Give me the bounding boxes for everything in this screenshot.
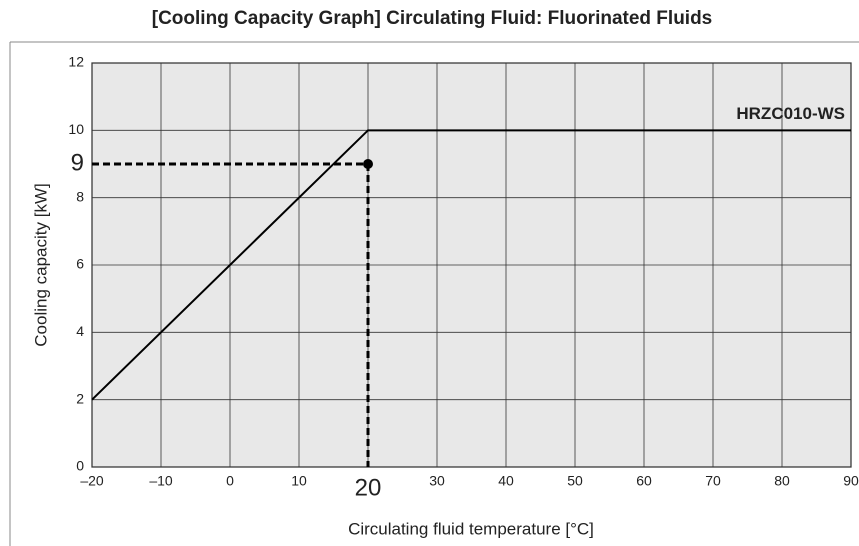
y-tick-label: 10 bbox=[68, 121, 84, 137]
y-tick-label: 8 bbox=[76, 188, 84, 204]
x-tick-label: 60 bbox=[636, 473, 652, 489]
x-tick-label: 50 bbox=[567, 473, 583, 489]
x-tick-label: 0 bbox=[226, 473, 234, 489]
x-axis-label: Circulating fluid temperature [°C] bbox=[348, 519, 594, 538]
y-tick-label: 4 bbox=[76, 323, 84, 339]
x-tick-label: 90 bbox=[843, 473, 859, 489]
x-tick-label: 10 bbox=[291, 473, 307, 489]
y-tick-label: 2 bbox=[76, 390, 84, 406]
y-tick-label: 6 bbox=[76, 256, 84, 272]
y-tick-label: 12 bbox=[68, 54, 84, 70]
x-tick-label: 40 bbox=[498, 473, 514, 489]
x-tick-label: –10 bbox=[149, 473, 173, 489]
x-tick-label: 70 bbox=[705, 473, 721, 489]
highlight-point bbox=[363, 159, 373, 169]
x-tick-label: –20 bbox=[80, 473, 104, 489]
series-line bbox=[91, 129, 851, 401]
chart-title: [Cooling Capacity Graph] Circulating Flu… bbox=[152, 8, 713, 29]
highlight-y-label: 9 bbox=[71, 149, 84, 176]
y-tick-label: 0 bbox=[76, 458, 84, 474]
y-axis-label: Cooling capacity [kW] bbox=[31, 183, 50, 346]
x-tick-label: 30 bbox=[429, 473, 445, 489]
highlight-x-label: 20 bbox=[355, 474, 382, 501]
series-label: HRZC010-WS bbox=[736, 104, 845, 123]
x-tick-label: 80 bbox=[774, 473, 790, 489]
